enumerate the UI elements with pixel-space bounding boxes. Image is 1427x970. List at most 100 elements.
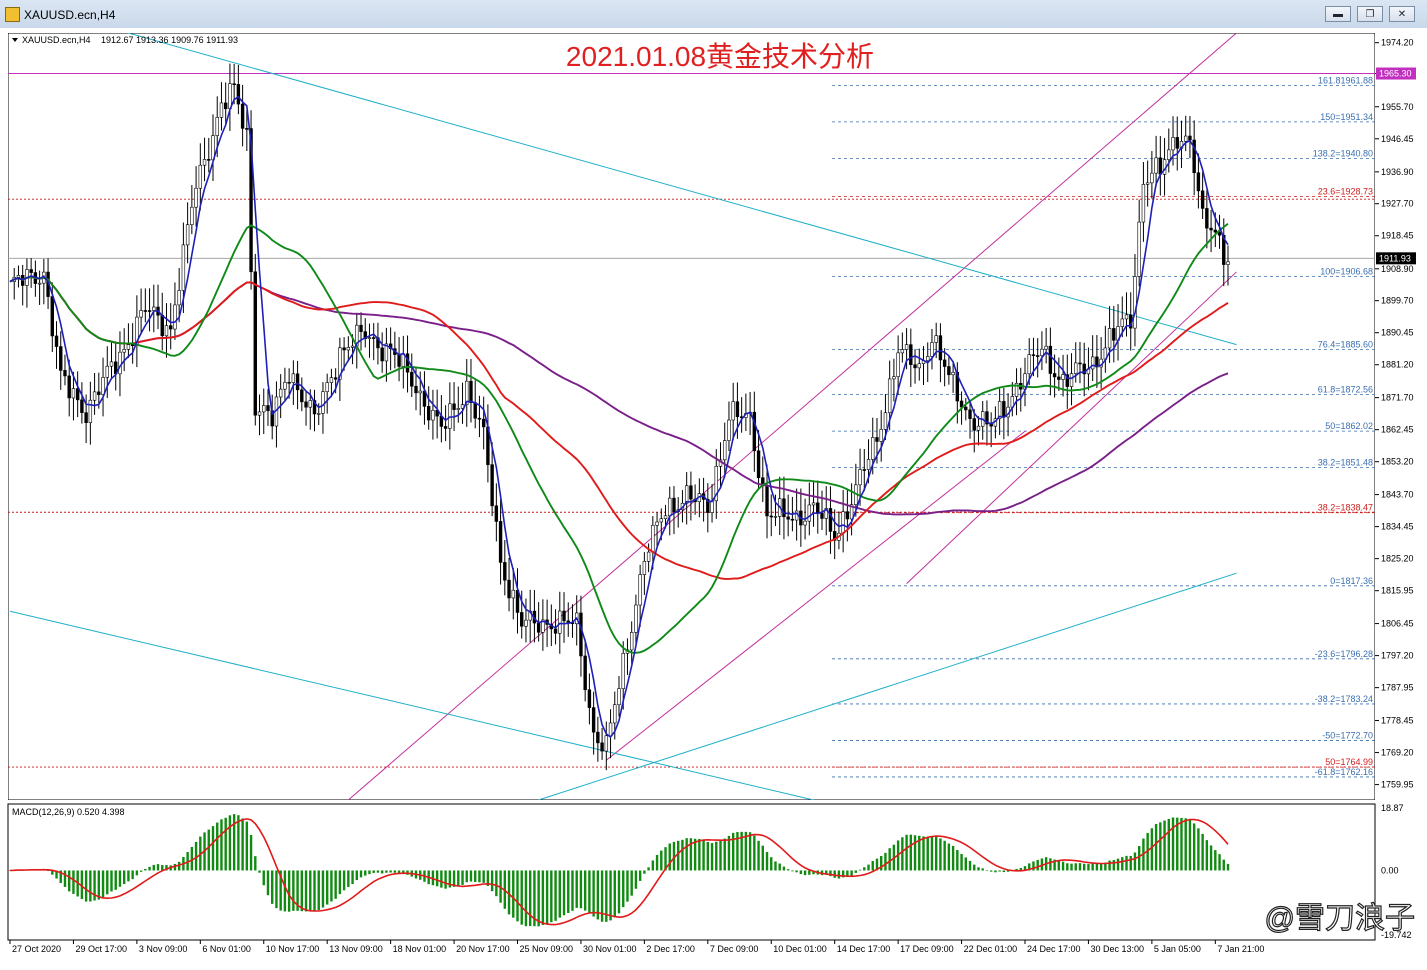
macd-histogram-bar	[80, 870, 84, 900]
candle-body	[443, 426, 448, 429]
macd-histogram-bar	[617, 870, 621, 914]
minimize-button[interactable]: ▬	[1325, 6, 1351, 22]
candle-body	[672, 497, 676, 513]
time-axis-label: 20 Nov 17:00	[456, 944, 510, 954]
macd-histogram-bar	[93, 870, 96, 901]
macd-histogram-bar	[723, 838, 726, 871]
macd-histogram-bar	[1019, 867, 1022, 871]
candle-body	[1124, 314, 1129, 320]
time-axis-label: 30 Nov 01:00	[583, 944, 637, 954]
candle-body	[968, 409, 972, 419]
macd-histogram-bar	[740, 831, 743, 871]
candle-body	[723, 440, 727, 461]
time-axis-label: 7 Jan 21:00	[1217, 944, 1264, 954]
candle-body	[130, 344, 135, 346]
candle-body	[558, 610, 562, 634]
candle-body	[257, 411, 262, 416]
macd-histogram-bar	[964, 857, 967, 871]
time-axis-label: 7 Dec 09:00	[710, 944, 759, 954]
candle-body	[985, 411, 989, 425]
time-axis-label: 10 Nov 17:00	[266, 944, 320, 954]
candle-body	[608, 722, 613, 737]
price-chart[interactable]: 161.81961.88 150=1951.34 138.2=1940.80 23.6…	[0, 28, 1427, 970]
macd-histogram-bar	[448, 870, 452, 888]
candle-body	[498, 521, 503, 563]
candle-body	[16, 275, 21, 278]
ohlc-readout: 1912.67 1913.36 1909.76 1911.93	[101, 35, 238, 45]
candle-body	[278, 388, 283, 398]
fib-level-label: -38.2=1783.24	[1315, 694, 1373, 704]
macd-histogram-bar	[359, 870, 363, 878]
candle-body	[1175, 137, 1179, 149]
macd-histogram-bar	[693, 838, 697, 871]
candle-body	[1107, 328, 1112, 349]
macd-histogram-bar	[880, 855, 883, 871]
macd-histogram-bar	[474, 870, 477, 882]
restore-button[interactable]: ❐	[1357, 6, 1383, 22]
moving-average-line	[9, 276, 1229, 580]
candle-body	[477, 417, 482, 420]
candle-body	[139, 310, 143, 318]
candle-body	[976, 425, 981, 431]
symbol-dropdown-icon[interactable]	[12, 38, 18, 42]
fib-level-label: 150=1951.34	[1320, 112, 1373, 122]
candle-body	[951, 372, 955, 376]
macd-histogram-bar	[72, 870, 75, 894]
price-axis-label: 1862.45	[1381, 425, 1414, 435]
candle-body	[1082, 363, 1086, 375]
macd-histogram-bar	[300, 870, 304, 912]
macd-histogram-bar	[271, 870, 274, 904]
macd-histogram-bar	[934, 836, 938, 871]
close-button[interactable]: ✕	[1389, 6, 1415, 22]
candle-body	[1158, 157, 1163, 175]
candle-body	[473, 402, 477, 419]
candle-body	[875, 437, 879, 442]
price-axis-label: 1927.70	[1381, 199, 1414, 209]
macd-histogram-bar	[884, 852, 887, 871]
fib-level-label: 76.4=1885.60	[1318, 339, 1373, 349]
macd-histogram-bar	[825, 870, 828, 875]
macd-histogram-bar	[1116, 858, 1120, 871]
fib-level-label: -23.6=1796.28	[1315, 649, 1373, 659]
macd-histogram-bar	[241, 818, 244, 871]
candle-body	[947, 366, 951, 376]
candle-body	[579, 612, 583, 657]
candle-body	[92, 391, 97, 401]
price-axis-label: 1797.20	[1381, 651, 1414, 661]
candle-body	[866, 459, 871, 470]
candle-body	[684, 485, 689, 504]
macd-histogram-bar	[579, 870, 583, 909]
macd-histogram-bar	[888, 848, 891, 871]
macd-histogram-bar	[122, 870, 126, 885]
macd-histogram-bar	[736, 832, 739, 871]
candle-body	[621, 652, 625, 689]
macd-histogram-bar	[59, 870, 62, 884]
macd-histogram-bar	[84, 870, 88, 902]
time-axis-label: 24 Dec 17:00	[1027, 944, 1081, 954]
macd-histogram-bar	[846, 870, 849, 877]
candle-body	[714, 465, 718, 502]
candle-body	[1095, 356, 1099, 368]
candle-body	[177, 290, 181, 306]
marked-level-badge-label: 1965.30	[1379, 69, 1412, 79]
macd-histogram-bar	[173, 863, 177, 871]
macd-histogram-bar	[782, 866, 786, 871]
macd-histogram-bar	[139, 870, 143, 872]
candle-body	[1154, 157, 1158, 174]
fib-level-label: 61.8=1872.56	[1318, 385, 1373, 395]
macd-histogram-bar	[152, 864, 155, 871]
macd-histogram-bar	[101, 870, 105, 898]
candle-body	[524, 619, 528, 627]
candle-body	[790, 518, 795, 521]
current-price-badge-label: 1911.93	[1379, 253, 1411, 263]
price-axis-label: 1955.70	[1381, 102, 1414, 112]
macd-histogram-bar	[1167, 818, 1170, 871]
macd-histogram-bar	[220, 819, 223, 871]
time-axis-label: 13 Nov 09:00	[329, 944, 383, 954]
macd-histogram-bar	[51, 870, 54, 875]
macd-histogram-bar	[364, 870, 367, 876]
candle-body	[887, 378, 892, 414]
macd-histogram-bar	[1066, 863, 1069, 871]
candle-body	[1074, 362, 1078, 374]
